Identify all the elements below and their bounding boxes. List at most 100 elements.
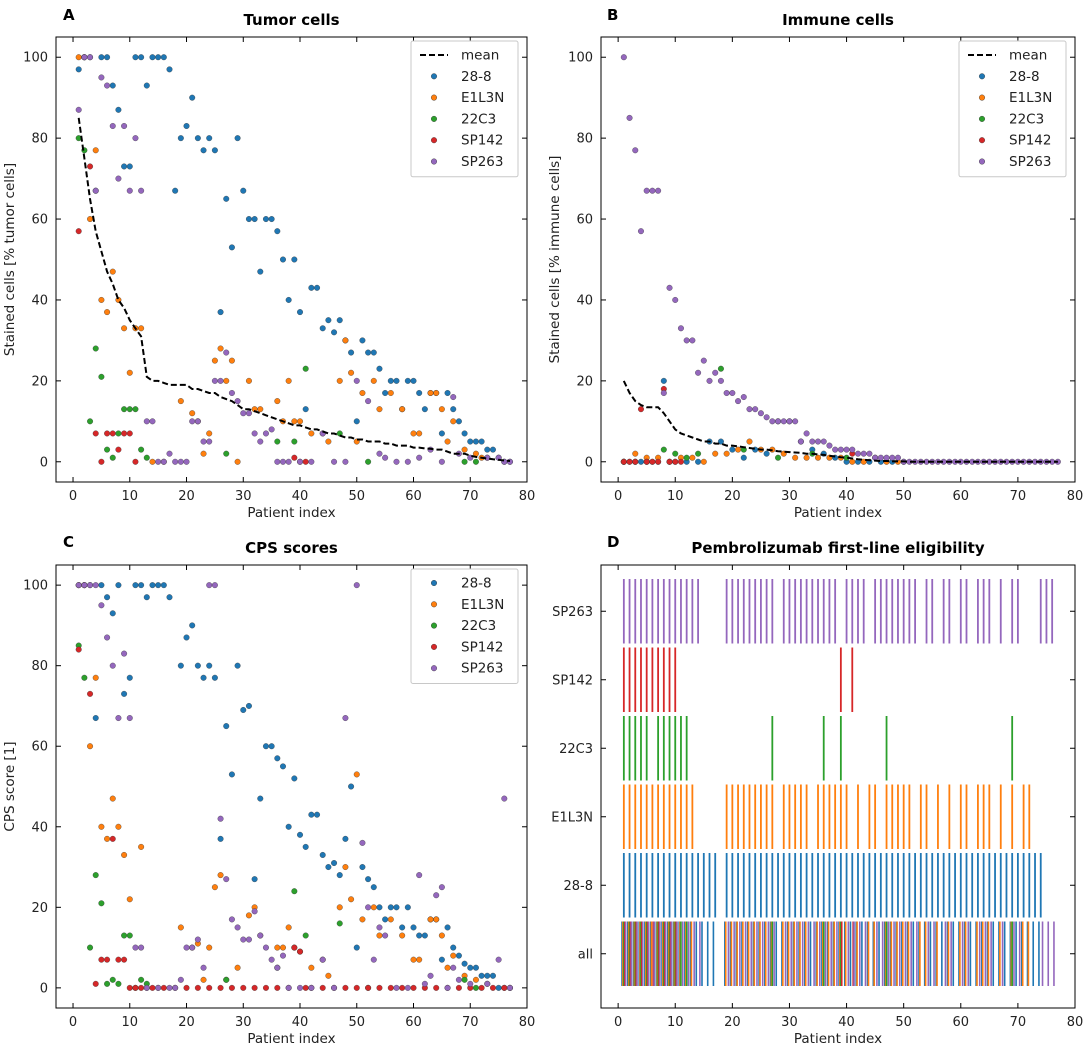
panel-c-point-sp263: [382, 932, 389, 939]
panel-b-legend-box: [958, 40, 1067, 178]
panel-b-legend-swatch: [979, 94, 986, 101]
panel-a-point-28-8: [138, 54, 145, 61]
panel-d-frame: [600, 564, 1076, 1009]
panel-a-point-e1l3n: [308, 430, 315, 437]
panel-c-point-22c3: [104, 980, 111, 987]
panel-c-point-e1l3n: [200, 976, 207, 983]
panel-c-point-28-8: [138, 582, 145, 589]
panel-b-point-sp263: [626, 114, 633, 121]
panel-a-point-e1l3n: [433, 390, 440, 396]
panel-a-point-28-8: [132, 54, 139, 61]
panel-c-point-sp263: [433, 892, 440, 899]
panel-c-point-28-8: [319, 851, 326, 858]
panel-a-point-sp263: [166, 450, 173, 457]
panel-b-point-28-8: [695, 458, 702, 465]
panel-c-point-28-8: [376, 904, 383, 911]
panel-d-row-label: 22C3: [559, 742, 593, 757]
panel-b-point-sp263: [775, 418, 782, 425]
panel-a-point-sp142: [291, 454, 298, 461]
panel-a-ytick-label: 100: [23, 51, 48, 66]
panel-c-point-e1l3n: [121, 851, 128, 858]
panel-d-row-label: SP263: [552, 605, 593, 620]
panel-b-point-sp263: [786, 418, 793, 425]
panel-c-point-28-8: [484, 972, 491, 979]
panel-c-point-28-8: [291, 775, 298, 782]
panel-a-point-sp263: [81, 54, 88, 61]
panel-c-point-sp142: [399, 984, 406, 991]
panel-a-legend-label: SP263: [461, 154, 503, 170]
panel-c-point-sp263: [507, 984, 513, 991]
panel-a-point-sp263: [342, 458, 349, 465]
panel-d-title: Pembrolizumab first-line eligibility: [691, 539, 985, 557]
panel-a-point-sp263: [138, 187, 145, 194]
panel-b-ytick-label: 60: [576, 213, 593, 228]
panel-a-xlabel: Patient index: [247, 505, 335, 521]
panel-c-point-sp142: [297, 948, 303, 955]
panel-c-point-e1l3n: [450, 952, 457, 959]
panel-b-point-sp263: [855, 450, 861, 457]
panel-a-point-e1l3n: [138, 325, 145, 332]
panel-a-point-28-8: [217, 309, 224, 316]
panel-c-point-28-8: [404, 904, 411, 911]
panel-b-point-28-8: [660, 377, 667, 384]
panel-b-point-sp263: [677, 325, 684, 332]
panel-c-point-sp263: [98, 602, 105, 609]
panel-b-point-e1l3n: [849, 458, 856, 465]
panel-c-point-sp263: [245, 936, 252, 943]
panel-b-legend-label: E1L3N: [1009, 90, 1052, 106]
panel-a-point-28-8: [314, 284, 321, 291]
panel-c-point-e1l3n: [104, 835, 111, 842]
panel-c-point-sp142: [302, 984, 309, 991]
panel-a-point-sp263: [285, 458, 292, 465]
panel-a-point-sp263: [160, 458, 167, 465]
panel-a-point-e1l3n: [450, 418, 457, 425]
panel-a-point-e1l3n: [121, 325, 128, 332]
panel-c-point-sp263: [211, 582, 218, 589]
panel-b-xtick-label: 10: [667, 489, 684, 504]
panel-c-point-28-8: [285, 823, 292, 830]
panel-a-point-sp263: [172, 458, 179, 465]
panel-d-row-label: E1L3N: [551, 810, 593, 825]
panel-c-point-sp263: [297, 984, 303, 991]
panel-b-point-22c3: [717, 365, 724, 372]
panel-b-ytick-label: 80: [576, 132, 593, 147]
panel-a-point-22c3: [121, 406, 128, 413]
panel-c-point-sp142: [410, 984, 417, 991]
panel-a-point-28-8: [104, 54, 111, 61]
panel-c-point-sp142: [319, 984, 326, 991]
panel-c-point-28-8: [280, 763, 286, 770]
panel-c-point-sp142: [92, 980, 99, 987]
panel-a-point-sp142: [132, 458, 139, 465]
panel-a-point-28-8: [461, 430, 468, 437]
panel-a-point-22c3: [109, 454, 116, 461]
panel-b-xtick-label: 60: [953, 489, 970, 504]
panel-b-legend-label: 22C3: [1009, 111, 1044, 127]
panel-c-point-sp263: [143, 984, 150, 991]
panel-c-point-28-8: [183, 634, 190, 641]
panel-a-point-e1l3n: [444, 438, 451, 445]
panel-a-point-e1l3n: [291, 418, 298, 425]
panel-c-point-28-8: [472, 964, 479, 971]
panel-a-point-e1l3n: [370, 377, 377, 384]
panel-b-point-sp142: [672, 458, 679, 465]
panel-a-legend-label: 28-8: [461, 69, 492, 85]
panel-a-point-28-8: [348, 349, 355, 356]
panel-a-point-sp142: [302, 458, 309, 465]
panel-c-point-e1l3n: [87, 743, 94, 750]
panel-c-point-28-8: [223, 723, 230, 730]
panel-b-ytick-label: 100: [568, 51, 593, 66]
panel-c-point-28-8: [336, 872, 343, 879]
panel-c-point-22c3: [472, 984, 479, 991]
panel-b-legend-label: SP263: [1009, 154, 1051, 170]
panel-c-point-e1l3n: [370, 904, 377, 911]
panel-c-point-sp142: [291, 944, 298, 951]
panel-a-point-sp263: [245, 410, 252, 417]
panel-c-point-28-8: [98, 582, 105, 589]
panel-a-point-22c3: [87, 418, 94, 425]
panel-a-point-e1l3n: [228, 357, 235, 364]
panel-c-point-sp263: [455, 976, 462, 983]
panel-c-point-28-8: [240, 707, 247, 713]
panel-b-point-sp142: [666, 458, 673, 465]
panel-c-point-22c3: [461, 976, 468, 983]
panel-a-point-28-8: [370, 349, 377, 356]
